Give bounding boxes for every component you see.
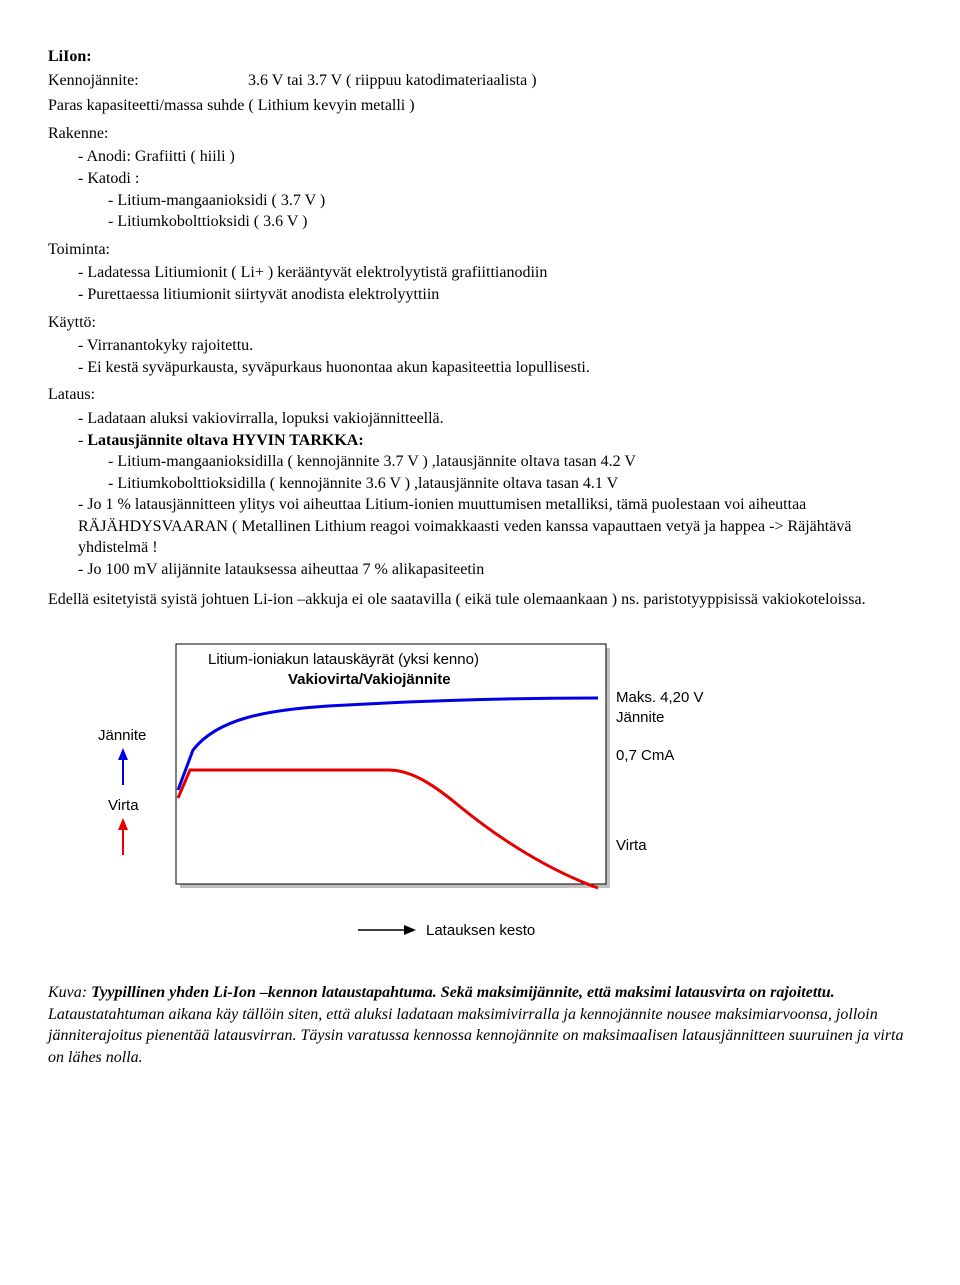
list-item: Purettaessa litiumionit siirtyvät anodis… bbox=[78, 284, 912, 306]
kenno-label: Kennojännite: bbox=[48, 70, 248, 92]
list-item: Ei kestä syväpurkausta, syväpurkaus huon… bbox=[78, 357, 912, 379]
chart-title-1: Litium-ioniakun latauskäyrät (yksi kenno… bbox=[208, 651, 479, 668]
rakenne-label: Rakenne: bbox=[48, 123, 912, 145]
caption: Kuva: Tyypillinen yhden Li-Ion –kennon l… bbox=[48, 982, 912, 1068]
list-item: Litiumkobolttioksidilla ( kennojännite 3… bbox=[108, 473, 912, 495]
lataus-sublist: Litium-mangaanioksidilla ( kennojännite … bbox=[78, 451, 912, 494]
list-item: Virranantokyky rajoitettu. bbox=[78, 335, 912, 357]
list-item: Jo 1 % latausjännitteen ylitys voi aiheu… bbox=[78, 494, 912, 559]
caption-bold: Tyypillinen yhden Li-Ion –kennon lataust… bbox=[91, 984, 835, 1001]
annot-cma: 0,7 CmA bbox=[616, 747, 674, 764]
current-arrowhead-icon bbox=[118, 818, 128, 830]
toiminta-list: Ladatessa Litiumionit ( Li+ ) kerääntyvä… bbox=[48, 262, 912, 305]
lataus-label: Lataus: bbox=[48, 384, 912, 406]
list-item: Anodi: Grafiitti ( hiili ) bbox=[78, 146, 912, 168]
chart-svg: Jännite Virta Litium-ioniakun latauskäyr… bbox=[88, 630, 728, 970]
caption-prefix: Kuva: bbox=[48, 984, 91, 1001]
list-item: Litium-mangaanioksidi ( 3.7 V ) bbox=[108, 190, 912, 212]
list-item: Ladataan aluksi vakiovirralla, lopuksi v… bbox=[78, 408, 912, 430]
annot-max: Maks. 4,20 V bbox=[616, 689, 704, 706]
kaytto-list: Virranantokyky rajoitettu. Ei kestä syvä… bbox=[48, 335, 912, 378]
lataus-list: Ladataan aluksi vakiovirralla, lopuksi v… bbox=[48, 408, 912, 581]
rakenne-list: Anodi: Grafiitti ( hiili ) Katodi : Liti… bbox=[48, 146, 912, 232]
x-label: Latauksen kesto bbox=[426, 922, 535, 939]
annot-jannite: Jännite bbox=[616, 709, 664, 726]
rakenne-sublist: Litium-mangaanioksidi ( 3.7 V ) Litiumko… bbox=[78, 190, 912, 233]
y-label-jannite: Jännite bbox=[98, 727, 146, 744]
chart-title-2: Vakiovirta/Vakiojännite bbox=[288, 671, 451, 688]
lataus-bold: Latausjännite oltava HYVIN TARKKA: bbox=[87, 432, 363, 449]
list-item: Litium-mangaanioksidilla ( kennojännite … bbox=[108, 451, 912, 473]
kenno-value: 3.6 V tai 3.7 V ( riippuu katodimateriaa… bbox=[248, 70, 537, 92]
list-item: Jo 100 mV alijännite latauksessa aiheutt… bbox=[78, 559, 912, 581]
y-label-virta: Virta bbox=[108, 797, 139, 814]
chart: Jännite Virta Litium-ioniakun latauskäyr… bbox=[88, 630, 912, 970]
toiminta-label: Toiminta: bbox=[48, 239, 912, 261]
list-item: Latausjännite oltava HYVIN TARKKA: Litiu… bbox=[78, 430, 912, 495]
kaytto-label: Käyttö: bbox=[48, 312, 912, 334]
list-item: Ladatessa Litiumionit ( Li+ ) kerääntyvä… bbox=[78, 262, 912, 284]
caption-rest: Lataustatahtuman aikana käy tällöin site… bbox=[48, 1006, 904, 1066]
edella-text: Edellä esitetyistä syistä johtuen Li-ion… bbox=[48, 591, 866, 608]
voltage-arrowhead-icon bbox=[118, 748, 128, 760]
list-item: Litiumkobolttioksidi ( 3.6 V ) bbox=[108, 211, 912, 233]
x-arrowhead-icon bbox=[404, 925, 416, 935]
list-item-text: Katodi : bbox=[87, 170, 139, 187]
list-item: Katodi : Litium-mangaanioksidi ( 3.7 V )… bbox=[78, 168, 912, 233]
title: LiIon: bbox=[48, 46, 912, 68]
edella-para: Edellä esitetyistä syistä johtuen Li-ion… bbox=[48, 589, 912, 611]
annot-virta: Virta bbox=[616, 837, 647, 854]
paras-line: Paras kapasiteetti/massa suhde ( Lithium… bbox=[48, 95, 912, 117]
kenno-row: Kennojännite: 3.6 V tai 3.7 V ( riippuu … bbox=[48, 70, 912, 92]
